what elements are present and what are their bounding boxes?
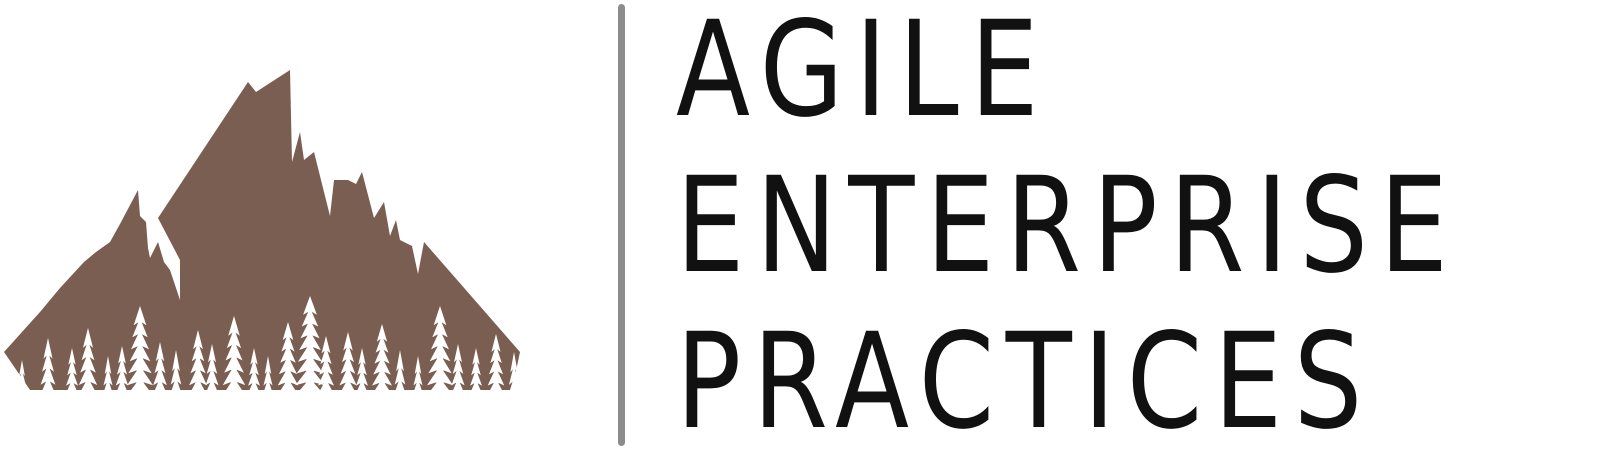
pine-tree-icon: [393, 350, 407, 400]
pine-tree-icon: [425, 306, 455, 399]
pine-tree-icon: [39, 338, 57, 399]
pine-tree-icon: [370, 324, 394, 398]
pine-tree-icon: [507, 352, 521, 399]
pine-tree-icon: [221, 316, 247, 399]
wordmark-line-practices: PRACTICES: [676, 305, 1374, 459]
pine-tree-icon: [486, 334, 506, 398]
wordmark-line-enterprise: ENTERPRISE: [676, 149, 1460, 303]
pine-tree-icon: [77, 328, 99, 399]
pine-tree-icon: [276, 322, 300, 398]
mountain-silhouette: [4, 70, 520, 390]
pine-forest: [16, 296, 521, 400]
pine-tree-icon: [316, 336, 336, 398]
pine-tree-icon: [412, 356, 424, 398]
pine-tree-icon: [125, 306, 155, 399]
pine-tree-icon: [354, 348, 370, 398]
vertical-divider: [618, 4, 625, 446]
mountain-with-pine-forest-icon: [4, 70, 521, 400]
pine-tree-icon: [16, 360, 28, 398]
pine-tree-icon: [114, 346, 130, 398]
pine-tree-icon: [338, 332, 358, 398]
pine-tree-icon: [102, 356, 114, 398]
wordmark: AGILE ENTERPRISE PRACTICES: [676, 0, 1606, 450]
pine-tree-icon: [246, 348, 262, 398]
pine-tree-icon: [262, 356, 274, 398]
pine-tree-icon: [169, 350, 183, 400]
pine-tree-icon: [294, 296, 326, 398]
pine-tree-icon: [64, 348, 80, 398]
pine-tree-icon: [450, 344, 466, 398]
pine-tree-icon: [187, 330, 209, 399]
pine-tree-icon: [151, 342, 169, 399]
wordmark-line-agile: AGILE: [676, 0, 1051, 147]
pine-tree-icon: [468, 348, 484, 398]
pine-tree-icon: [204, 344, 220, 398]
